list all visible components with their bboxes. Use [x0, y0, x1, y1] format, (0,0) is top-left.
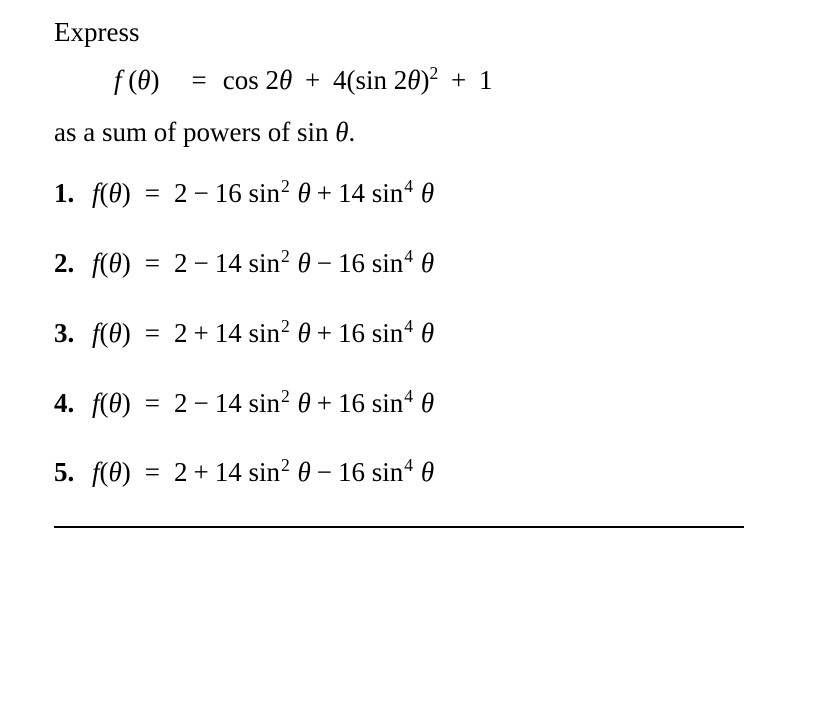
option-number: 4. — [54, 387, 92, 421]
option-body: f(θ)=2−14 sin2 θ−16 sin4 θ — [92, 247, 434, 281]
option-number: 2. — [54, 247, 92, 281]
math-problem: Express f (θ) = cos 2θ + 4(sin 2θ)2 + 1 … — [0, 0, 816, 528]
option-body: f(θ)=2+14 sin2 θ−16 sin4 θ — [92, 456, 434, 490]
answer-option: 4.f(θ)=2−14 sin2 θ+16 sin4 θ — [54, 387, 786, 421]
option-number: 3. — [54, 317, 92, 351]
answer-option: 5.f(θ)=2+14 sin2 θ−16 sin4 θ — [54, 456, 786, 490]
main-equation: f (θ) = cos 2θ + 4(sin 2θ)2 + 1 — [114, 64, 786, 98]
horizontal-rule — [54, 526, 744, 528]
option-body: f(θ)=2+14 sin2 θ+16 sin4 θ — [92, 317, 434, 351]
answer-option: 2.f(θ)=2−14 sin2 θ−16 sin4 θ — [54, 247, 786, 281]
equation-rhs: cos 2θ + 4(sin 2θ)2 + 1 — [223, 64, 493, 98]
option-body: f(θ)=2−16 sin2 θ+14 sin4 θ — [92, 177, 434, 211]
answer-option: 1.f(θ)=2−16 sin2 θ+14 sin4 θ — [54, 177, 786, 211]
equals-sign: = — [192, 64, 207, 98]
equation-lhs: f (θ) — [114, 64, 160, 98]
answer-option: 3.f(θ)=2+14 sin2 θ+16 sin4 θ — [54, 317, 786, 351]
answer-options: 1.f(θ)=2−16 sin2 θ+14 sin4 θ2.f(θ)=2−14 … — [54, 177, 786, 490]
intro-line-2: as a sum of powers of sin θ. — [54, 116, 786, 150]
option-body: f(θ)=2−14 sin2 θ+16 sin4 θ — [92, 387, 434, 421]
option-number: 5. — [54, 456, 92, 490]
intro-line-1: Express — [54, 16, 786, 50]
option-number: 1. — [54, 177, 92, 211]
